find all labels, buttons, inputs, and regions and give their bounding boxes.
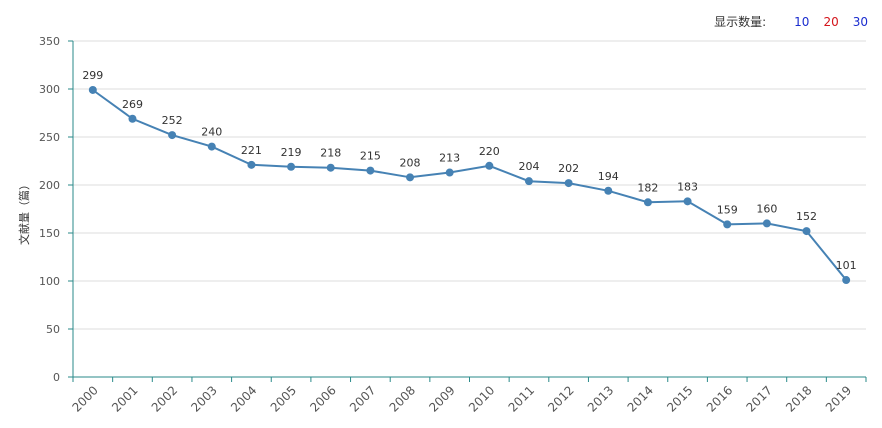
data-points — [88, 85, 851, 285]
x-tick-label-2000: 2000 — [69, 383, 100, 414]
y-tick-label-200: 200 — [39, 179, 60, 192]
series-path — [92, 89, 847, 281]
x-tick-label-2004: 2004 — [228, 383, 259, 414]
x-tick-label-2010: 2010 — [466, 383, 497, 414]
y-axis-ticks: 0 50 100 150 200 250 300 350 — [39, 35, 73, 384]
x-tick-label-2002: 2002 — [149, 383, 180, 414]
display-count-option-20[interactable]: 20 — [823, 14, 839, 29]
data-point-2017[interactable] — [762, 219, 771, 228]
y-tick-label-0: 0 — [53, 371, 60, 384]
x-tick-label-2019: 2019 — [823, 383, 854, 414]
data-point-2004[interactable] — [247, 160, 256, 169]
data-label-2002: 252 — [162, 114, 183, 127]
data-label-2019: 101 — [836, 259, 857, 272]
data-label-2011: 204 — [518, 160, 539, 173]
data-point-2014[interactable] — [643, 198, 652, 207]
data-point-2006[interactable] — [326, 163, 335, 172]
data-label-2013: 194 — [598, 170, 619, 183]
x-tick-label-2017: 2017 — [743, 383, 774, 414]
data-label-2009: 213 — [439, 152, 460, 165]
data-point-2001[interactable] — [128, 114, 137, 123]
series-line — [92, 89, 847, 281]
x-tick-label-2007: 2007 — [347, 383, 378, 414]
x-tick-label-2014: 2014 — [625, 383, 656, 414]
axes — [72, 41, 866, 378]
data-point-2013[interactable] — [604, 186, 613, 195]
data-point-2010[interactable] — [485, 161, 494, 170]
data-point-2011[interactable] — [524, 177, 533, 186]
data-label-2017: 160 — [756, 202, 777, 215]
data-label-2018: 152 — [796, 210, 817, 223]
data-label-2015: 183 — [677, 180, 698, 193]
x-tick-label-2012: 2012 — [545, 383, 576, 414]
data-label-2001: 269 — [122, 98, 143, 111]
data-point-2016[interactable] — [723, 220, 732, 229]
data-label-2008: 208 — [400, 156, 421, 169]
data-point-2018[interactable] — [802, 227, 811, 236]
data-label-2006: 218 — [320, 147, 341, 160]
x-tick-label-2015: 2015 — [664, 383, 695, 414]
x-tick-label-2008: 2008 — [387, 383, 418, 414]
display-count-label: 显示数量: — [714, 15, 767, 29]
data-label-2003: 240 — [201, 126, 222, 139]
display-count-option-10[interactable]: 10 — [794, 14, 810, 29]
gridlines — [73, 40, 866, 330]
data-labels: 299 269 252 240 221 219 218 215 208 213 220 204 202 1… — [82, 69, 856, 272]
data-label-2000: 299 — [82, 69, 103, 82]
x-tick-label-2005: 2005 — [268, 383, 299, 414]
data-point-2003[interactable] — [207, 142, 216, 151]
data-point-2000[interactable] — [88, 85, 97, 94]
data-point-2002[interactable] — [168, 131, 177, 140]
y-tick-label-350: 350 — [39, 35, 60, 48]
data-point-2012[interactable] — [564, 179, 573, 188]
data-label-2004: 221 — [241, 144, 262, 157]
data-point-2015[interactable] — [683, 197, 692, 206]
x-tick-label-2006: 2006 — [307, 383, 338, 414]
x-tick-label-2018: 2018 — [783, 383, 814, 414]
y-axis-title: 文献量（篇） — [17, 179, 31, 245]
x-tick-label-2001: 2001 — [109, 383, 140, 414]
data-label-2005: 219 — [281, 146, 302, 159]
data-point-2007[interactable] — [366, 166, 375, 175]
x-tick-label-2011: 2011 — [506, 383, 537, 414]
y-tick-label-100: 100 — [39, 275, 60, 288]
x-tick-label-2009: 2009 — [426, 383, 457, 414]
data-point-2005[interactable] — [287, 162, 296, 171]
y-tick-label-50: 50 — [46, 323, 60, 336]
x-tick-label-2016: 2016 — [704, 383, 735, 414]
data-label-2014: 182 — [637, 181, 658, 194]
x-axis-ticks: 2000 2001 2002 2003 2004 2005 2006 2007 2008 2009… — [69, 377, 867, 415]
data-label-2016: 159 — [717, 203, 738, 216]
data-label-2010: 220 — [479, 145, 500, 158]
data-label-2007: 215 — [360, 150, 381, 163]
y-tick-label-150: 150 — [39, 227, 60, 240]
x-tick-label-2003: 2003 — [188, 383, 219, 414]
data-point-2019[interactable] — [842, 276, 851, 285]
display-count-option-30[interactable]: 30 — [852, 14, 868, 29]
y-tick-label-250: 250 — [39, 131, 60, 144]
y-tick-label-300: 300 — [39, 83, 60, 96]
data-label-2012: 202 — [558, 162, 579, 175]
data-point-2008[interactable] — [406, 173, 415, 182]
x-tick-label-2013: 2013 — [585, 383, 616, 414]
display-count-controls: 显示数量: 10 20 30 — [714, 13, 868, 30]
data-point-2009[interactable] — [445, 168, 454, 177]
